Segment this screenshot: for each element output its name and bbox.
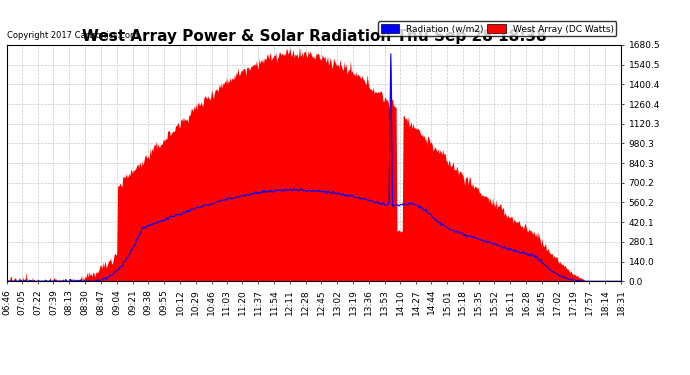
Title: West Array Power & Solar Radiation Thu Sep 28 18:38: West Array Power & Solar Radiation Thu S… — [81, 29, 546, 44]
Text: Copyright 2017 Cartronics.com: Copyright 2017 Cartronics.com — [7, 31, 138, 40]
Legend: Radiation (w/m2), West Array (DC Watts): Radiation (w/m2), West Array (DC Watts) — [378, 21, 616, 36]
